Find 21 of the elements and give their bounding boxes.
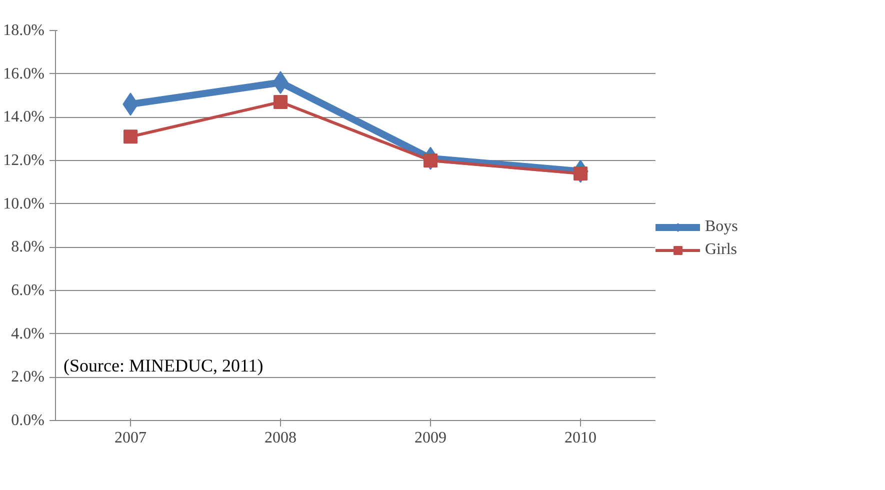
y-tick-label: 0.0%	[11, 412, 44, 429]
legend-label: Girls	[705, 241, 737, 259]
y-tick-label: 14.0%	[3, 108, 44, 126]
y-tick-label: 16.0%	[3, 65, 44, 82]
annotation: (Source: MINEDUC, 2011)	[64, 356, 264, 376]
point	[424, 154, 438, 168]
y-tick-label: 6.0%	[11, 282, 44, 299]
y-tick-label: 8.0%	[11, 238, 44, 256]
x-tick-label: 2008	[264, 430, 296, 446]
y-tick-label: 18.0%	[3, 22, 44, 39]
point	[574, 166, 588, 180]
x-tick-label: 2010	[564, 430, 596, 446]
y-tick-label: 2.0%	[11, 368, 44, 386]
y-tick-label: 10.0%	[3, 195, 44, 212]
y-tick-label: 4.0%	[11, 325, 44, 342]
x-tick-label: 2007	[114, 430, 146, 446]
point	[274, 95, 288, 109]
legend-label: Boys	[705, 218, 738, 236]
x-tick-label: 2009	[414, 430, 446, 446]
y-tick-label: 12.0%	[3, 152, 44, 169]
point	[124, 130, 138, 144]
